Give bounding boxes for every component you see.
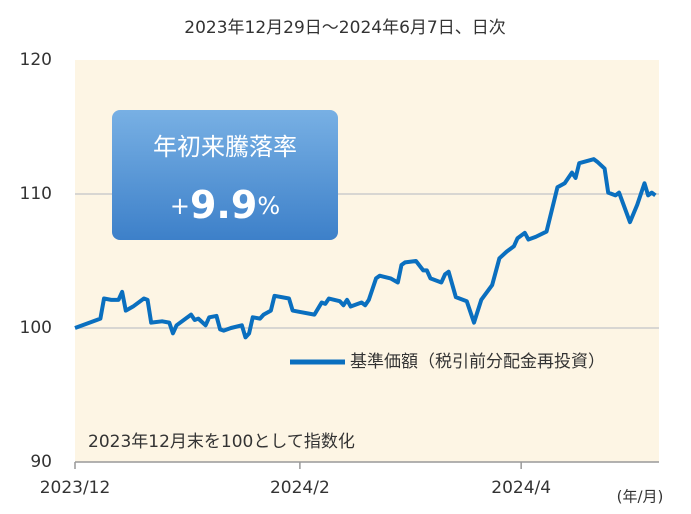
y-tick-label: 120: [20, 50, 52, 70]
highlight-title: 年初来騰落率: [153, 133, 297, 161]
x-tick-label: 2023/12: [40, 478, 111, 498]
note: 2023年12月末を100として指数化: [88, 432, 355, 452]
x-tick-label: 2024/4: [491, 478, 551, 498]
highlight-unit: %: [257, 192, 280, 220]
chart-title: 2023年12月29日～2024年6月7日、日次: [184, 18, 505, 38]
y-tick-label: 90: [30, 452, 52, 472]
series-line: [74, 157, 657, 340]
y-tick-label: 110: [20, 184, 52, 204]
legend-label: 基準価額（税引前分配金再投資）: [350, 352, 605, 372]
y-tick-label: 100: [20, 318, 52, 338]
highlight-sign: +: [170, 192, 190, 220]
x-tick-label: 2024/2: [270, 478, 330, 498]
highlight-value: +9.9%: [170, 183, 280, 227]
highlight-number: 9.9: [190, 183, 257, 227]
x-unit: (年/月): [617, 488, 664, 506]
highlight-box: [112, 110, 338, 240]
